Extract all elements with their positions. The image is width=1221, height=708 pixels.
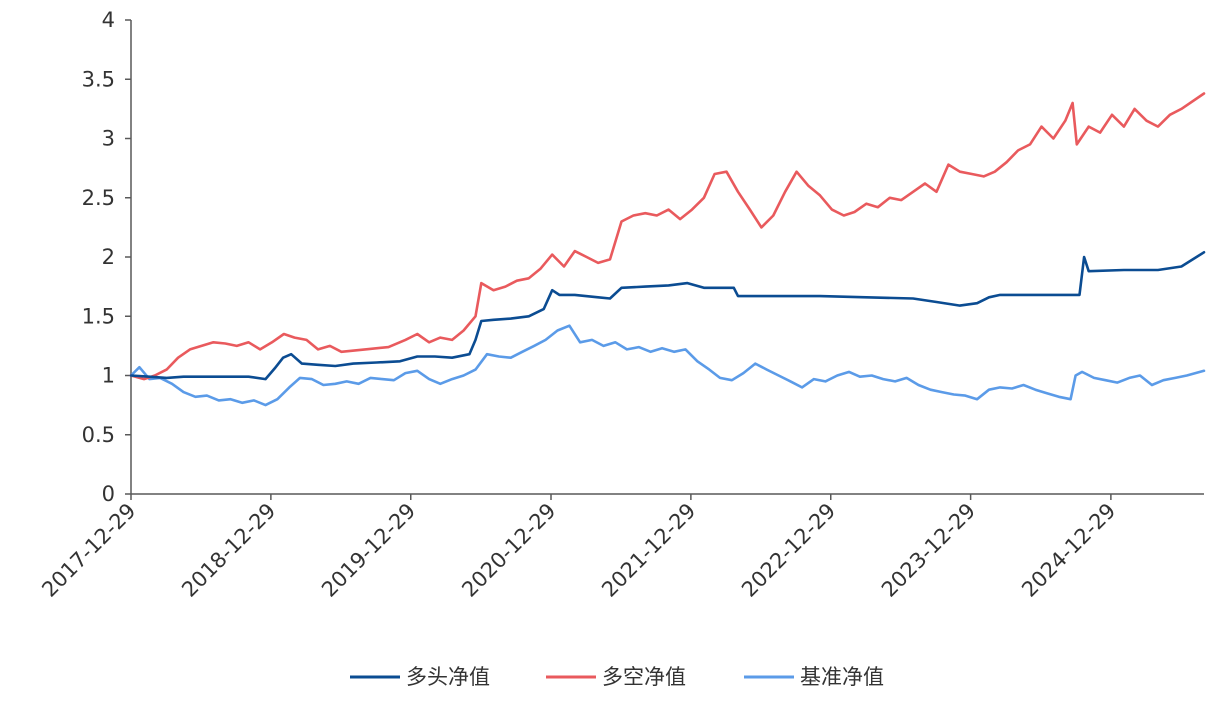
x-tick-label: 2019-12-29 [317, 499, 420, 602]
y-tick-label: 1 [102, 364, 115, 388]
y-tick-label: 1.5 [82, 304, 115, 328]
x-tick-label: 2020-12-29 [457, 499, 560, 602]
x-axis: 2017-12-29 2018-12-29 2019-12-29 2020-12-29… [37, 493, 1204, 602]
series-line-0 [129, 251, 1206, 381]
legend-label-0: 多头净值 [406, 665, 490, 689]
x-tick-label: 2017-12-29 [37, 499, 140, 602]
y-tick-label: 0.5 [82, 423, 115, 447]
y-tick-label: 2.5 [82, 186, 115, 210]
series-line-2 [129, 324, 1206, 407]
y-tick-label: 0 [102, 482, 115, 506]
y-tick-label: 3.5 [82, 67, 115, 91]
legend-label-1: 多空净值 [602, 665, 686, 689]
x-tick-label: 2021-12-29 [597, 499, 700, 602]
series-lines [129, 92, 1206, 407]
x-tick-label: 2023-12-29 [877, 499, 980, 602]
x-tick-label: 2018-12-29 [177, 499, 280, 602]
x-tick-label: 2022-12-29 [737, 499, 840, 602]
legend-label-2: 基准净值 [800, 665, 884, 689]
y-axis: 0 0.5 1 1.5 2 2.5 3 3.5 4 [82, 8, 132, 506]
series-line-1 [129, 92, 1206, 381]
legend: 多头净值 多空净值 基准净值 [350, 665, 884, 689]
x-tick-label: 2024-12-29 [1017, 499, 1120, 602]
y-tick-label: 4 [102, 8, 115, 32]
y-tick-label: 2 [102, 245, 115, 269]
y-tick-label: 3 [102, 127, 115, 151]
